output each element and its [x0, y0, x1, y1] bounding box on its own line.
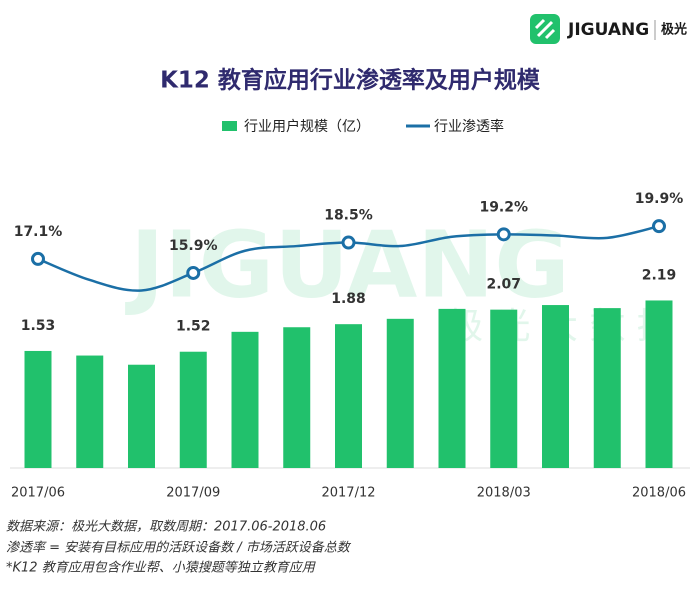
legend-swatch	[222, 121, 237, 131]
data-label: 1.53	[21, 318, 56, 334]
bar	[179, 351, 207, 468]
bar	[76, 355, 104, 468]
note: 数据来源：极光大数据，取数周期：2017.06-2018.06	[6, 520, 326, 535]
brand-name: JIGUANG	[567, 20, 649, 40]
line-point	[341, 235, 356, 250]
line-point	[186, 265, 201, 280]
bar	[542, 305, 569, 468]
data-label: 15.9%	[169, 238, 218, 254]
data-label: 17.1%	[14, 224, 63, 240]
brand-cn: 极光	[661, 22, 687, 38]
data-label: 1.88	[331, 291, 366, 307]
x-tick-label: 2018/06	[632, 486, 686, 501]
note: 渗透率 = 安装有目标应用的活跃设备数 / 市场活跃设备总数	[6, 540, 352, 556]
logo-icon-mark	[534, 18, 556, 40]
data-label: 18.5%	[324, 208, 373, 224]
watermark: JIGUANG	[124, 211, 570, 318]
data-label: 2.07	[486, 277, 521, 293]
chart-title: K12 教育应用行业渗透率及用户规模	[160, 67, 541, 94]
line-point	[496, 227, 511, 242]
bar	[283, 327, 311, 468]
bar	[231, 331, 259, 468]
bar	[593, 308, 621, 468]
bar	[438, 308, 466, 468]
x-tick-label: 2017/06	[11, 486, 65, 501]
line-point	[652, 219, 666, 234]
legend-label: 行业用户规模（亿）	[244, 118, 370, 135]
data-label: 19.2%	[479, 199, 528, 215]
x-tick-label: 2018/03	[477, 486, 531, 501]
bar	[24, 350, 52, 468]
x-tick-label: 2017/12	[321, 486, 375, 501]
data-label: 1.52	[176, 319, 211, 335]
logo: JIGUANG 极光	[530, 14, 687, 44]
bar	[335, 324, 362, 468]
bar	[386, 318, 414, 468]
x-tick-label: 2017/09	[166, 486, 220, 501]
legend-label: 行业渗透率	[434, 118, 504, 135]
bar	[490, 309, 518, 468]
bar	[128, 364, 155, 468]
note: *K12 教育应用包含作业帮、小猿搜题等独立教育应用	[6, 560, 317, 576]
data-label: 19.9%	[635, 191, 684, 207]
data-label: 2.19	[642, 267, 677, 283]
line-point	[31, 251, 45, 266]
bar	[645, 300, 673, 468]
